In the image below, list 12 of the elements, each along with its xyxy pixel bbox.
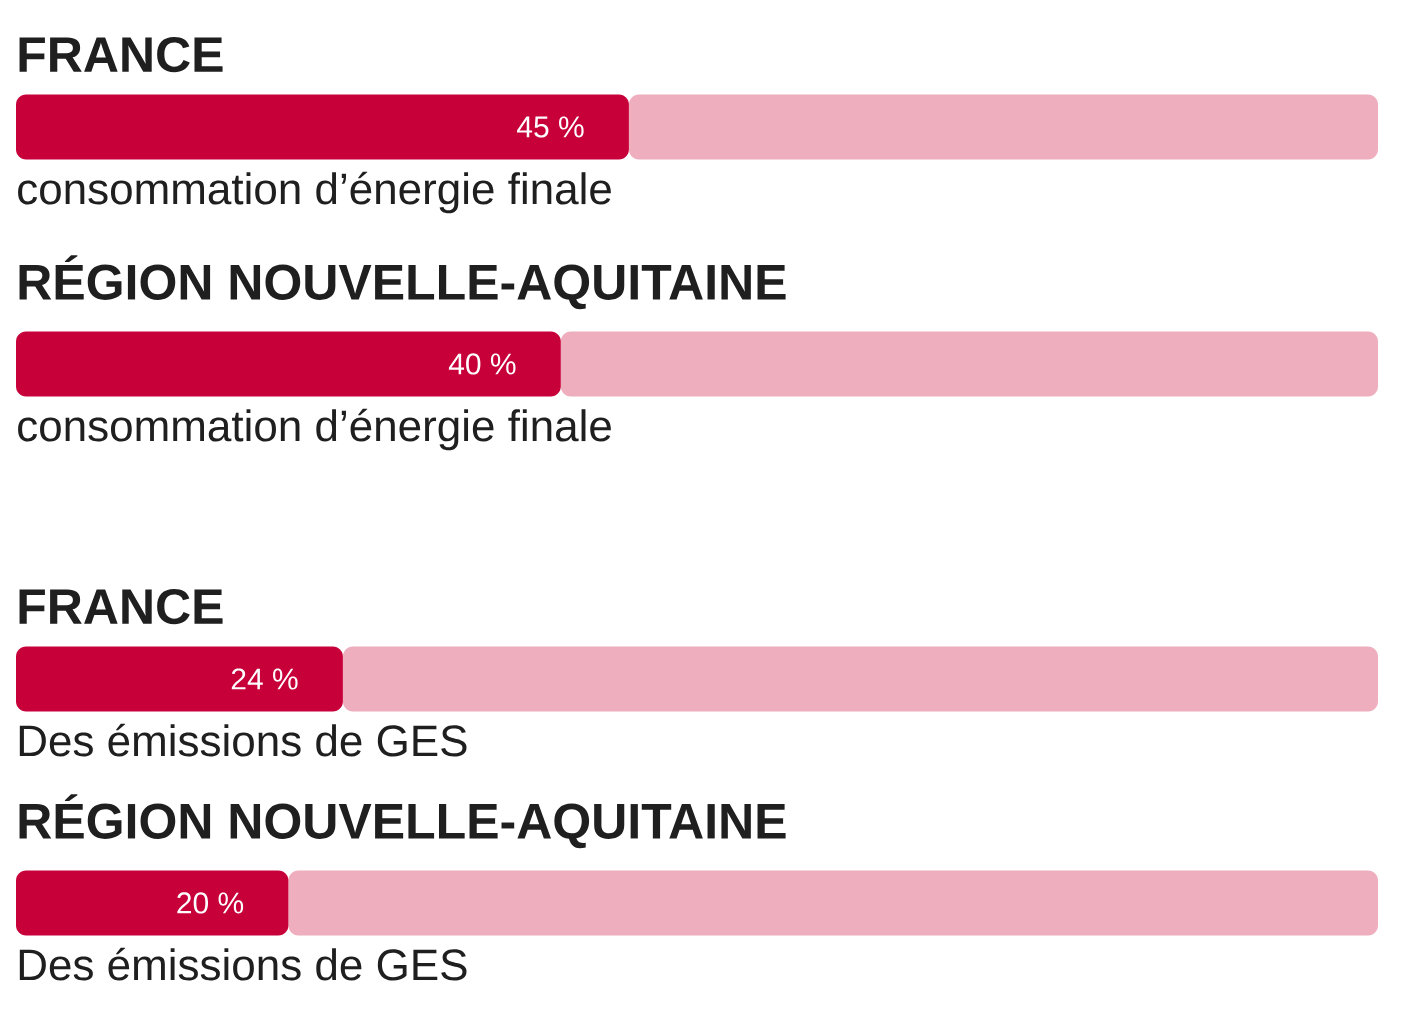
y-tick-label: RÉGION NOUVELLE-AQUITAINE [19, 255, 786, 310]
annotation: Des émissions de GES [19, 723, 467, 757]
data-label: 45 % [517, 116, 584, 138]
annotation: consommation d’énergie finale [18, 171, 611, 214]
data-label: 24 % [231, 668, 298, 690]
y-tick-label: RÉGION NOUVELLE-AQUITAINE [19, 794, 786, 849]
y-tick-label: FRANCE [19, 588, 223, 625]
data-label: 40 % [448, 353, 516, 375]
data-label: 20 % [177, 892, 244, 914]
text: Des émissions de GES [19, 947, 467, 981]
text: consommation d’énergie finale [18, 408, 611, 451]
y-tick-label: FRANCE [19, 36, 223, 73]
